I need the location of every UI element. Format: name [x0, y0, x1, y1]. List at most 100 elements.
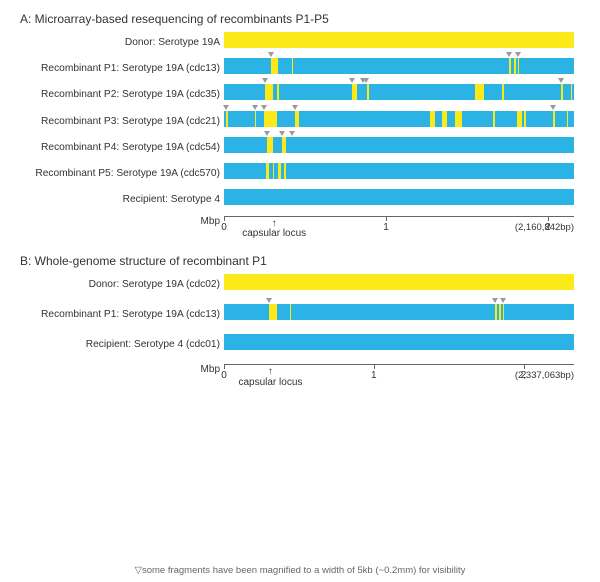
axis-line: [224, 364, 574, 365]
donor-segment: [292, 58, 293, 74]
donor-segment: [493, 111, 495, 127]
track-label: Recombinant P1: Serotype 19A (cdc13): [20, 58, 224, 74]
axis-tick: [548, 216, 549, 221]
donor-segment: [567, 111, 569, 127]
donor-segment: [226, 111, 228, 127]
track-wrap: [224, 84, 574, 100]
magnify-marker-icon: [268, 52, 274, 57]
donor-segment: [514, 58, 516, 74]
donor-segment: [269, 304, 277, 320]
axis-line: [224, 216, 574, 217]
donor-segment: [265, 84, 273, 100]
axis-unit-label-a: Mbp: [20, 216, 224, 227]
donor-segment: [524, 111, 526, 127]
donor-segment: [352, 84, 357, 100]
magnify-marker-icon: [363, 78, 369, 83]
track-label: Recipient: Serotype 4: [20, 189, 224, 205]
genome-track: [224, 189, 574, 205]
magnify-marker-icon: [492, 298, 498, 303]
panel-a-tracks: Donor: Serotype 19A Recombinant P1: Serot…: [20, 32, 580, 206]
donor-segment: [571, 84, 572, 100]
magnify-marker-icon: [262, 78, 268, 83]
genome-track: [224, 111, 574, 127]
genome-track: [224, 274, 574, 290]
donor-segment: [295, 111, 299, 127]
donor-segment: [553, 111, 556, 127]
axis-tick-label: 0: [221, 222, 227, 233]
capsular-locus-label: ↑capsular locus: [238, 367, 302, 388]
track-row: Recombinant P1: Serotype 19A (cdc13): [20, 304, 580, 320]
genome-track: [224, 58, 574, 74]
donor-segment: [499, 304, 501, 320]
donor-segment: [517, 111, 522, 127]
magnify-marker-icon: [558, 78, 564, 83]
donor-segment: [271, 58, 278, 74]
magnify-marker-icon: [264, 131, 270, 136]
track-wrap: [224, 58, 574, 74]
track-label: Donor: Serotype 19A: [20, 32, 224, 48]
axis-unit-label-b: Mbp: [20, 364, 224, 375]
donor-segment: [495, 304, 497, 320]
axis-tick: [224, 364, 225, 369]
donor-segment: [367, 84, 369, 100]
magnify-marker-icon: [292, 105, 298, 110]
track-wrap: [224, 334, 574, 350]
panel-a-axis: 012↑capsular locus(2,160,842bp): [224, 216, 574, 246]
axis-tick-label: 1: [371, 370, 377, 381]
track-row: Recombinant P2: Serotype 19A (cdc35): [20, 84, 580, 100]
magnify-marker-icon: [550, 105, 556, 110]
axis-tick: [374, 364, 375, 369]
axis-tick-label: 1: [383, 222, 389, 233]
track-label: Recombinant P3: Serotype 19A (cdc21): [20, 111, 224, 127]
donor-segment: [266, 163, 269, 179]
donor-segment: [430, 111, 435, 127]
track-wrap: [224, 189, 574, 205]
panel-b-axis-row: Mbp 012↑capsular locus(2,337,063bp): [20, 364, 580, 394]
donor-segment: [277, 84, 279, 100]
panel-a-title: A: Microarray-based resequencing of reco…: [20, 12, 580, 26]
genome-track: [224, 163, 574, 179]
magnify-marker-icon: [252, 105, 258, 110]
donor-segment: [503, 304, 504, 320]
axis-tick-label: 0: [221, 370, 227, 381]
magnify-marker-icon: [500, 298, 506, 303]
genome-track: [224, 84, 574, 100]
donor-segment: [518, 58, 519, 74]
magnify-marker-icon: [279, 131, 285, 136]
footnote: ▽some fragments have been magnified to a…: [0, 565, 600, 576]
panel-b-title: B: Whole-genome structure of recombinant…: [20, 254, 580, 268]
track-wrap: [224, 274, 574, 290]
track-row: Recombinant P4: Serotype 19A (cdc54): [20, 137, 580, 153]
track-row: Donor: Serotype 19A: [20, 32, 580, 48]
donor-segment: [264, 111, 277, 127]
track-row: Recombinant P3: Serotype 19A (cdc21): [20, 111, 580, 127]
donor-segment: [278, 163, 281, 179]
track-label: Donor: Serotype 19A (cdc02): [20, 274, 224, 290]
track-wrap: [224, 111, 574, 127]
magnify-marker-icon: [223, 105, 229, 110]
panel-b-tracks: Donor: Serotype 19A (cdc02) Recombinant P…: [20, 274, 580, 351]
track-label: Recombinant P1: Serotype 19A (cdc13): [20, 304, 224, 320]
track-wrap: [224, 32, 574, 48]
track-row: Recipient: Serotype 4: [20, 189, 580, 205]
track-row: Donor: Serotype 19A (cdc02): [20, 274, 580, 290]
axis-end-label: (2,160,842bp): [515, 222, 574, 233]
donor-segment: [509, 58, 511, 74]
track-label: Recombinant P4: Serotype 19A (cdc54): [20, 137, 224, 153]
donor-segment: [290, 304, 291, 320]
capsular-locus-label: ↑capsular locus: [242, 219, 306, 240]
track-wrap: [224, 163, 574, 179]
magnify-marker-icon: [515, 52, 521, 57]
track-row: Recombinant P5: Serotype 19A (cdc570): [20, 163, 580, 179]
figure-page: A: Microarray-based resequencing of reco…: [0, 0, 600, 582]
track-wrap: [224, 304, 574, 320]
donor-segment: [502, 84, 504, 100]
donor-segment: [282, 137, 286, 153]
magnify-marker-icon: [349, 78, 355, 83]
axis-tick: [224, 216, 225, 221]
magnify-marker-icon: [289, 131, 295, 136]
genome-track: [224, 334, 574, 350]
axis-tick: [524, 364, 525, 369]
donor-segment: [442, 111, 447, 127]
track-row: Recombinant P1: Serotype 19A (cdc13): [20, 58, 580, 74]
